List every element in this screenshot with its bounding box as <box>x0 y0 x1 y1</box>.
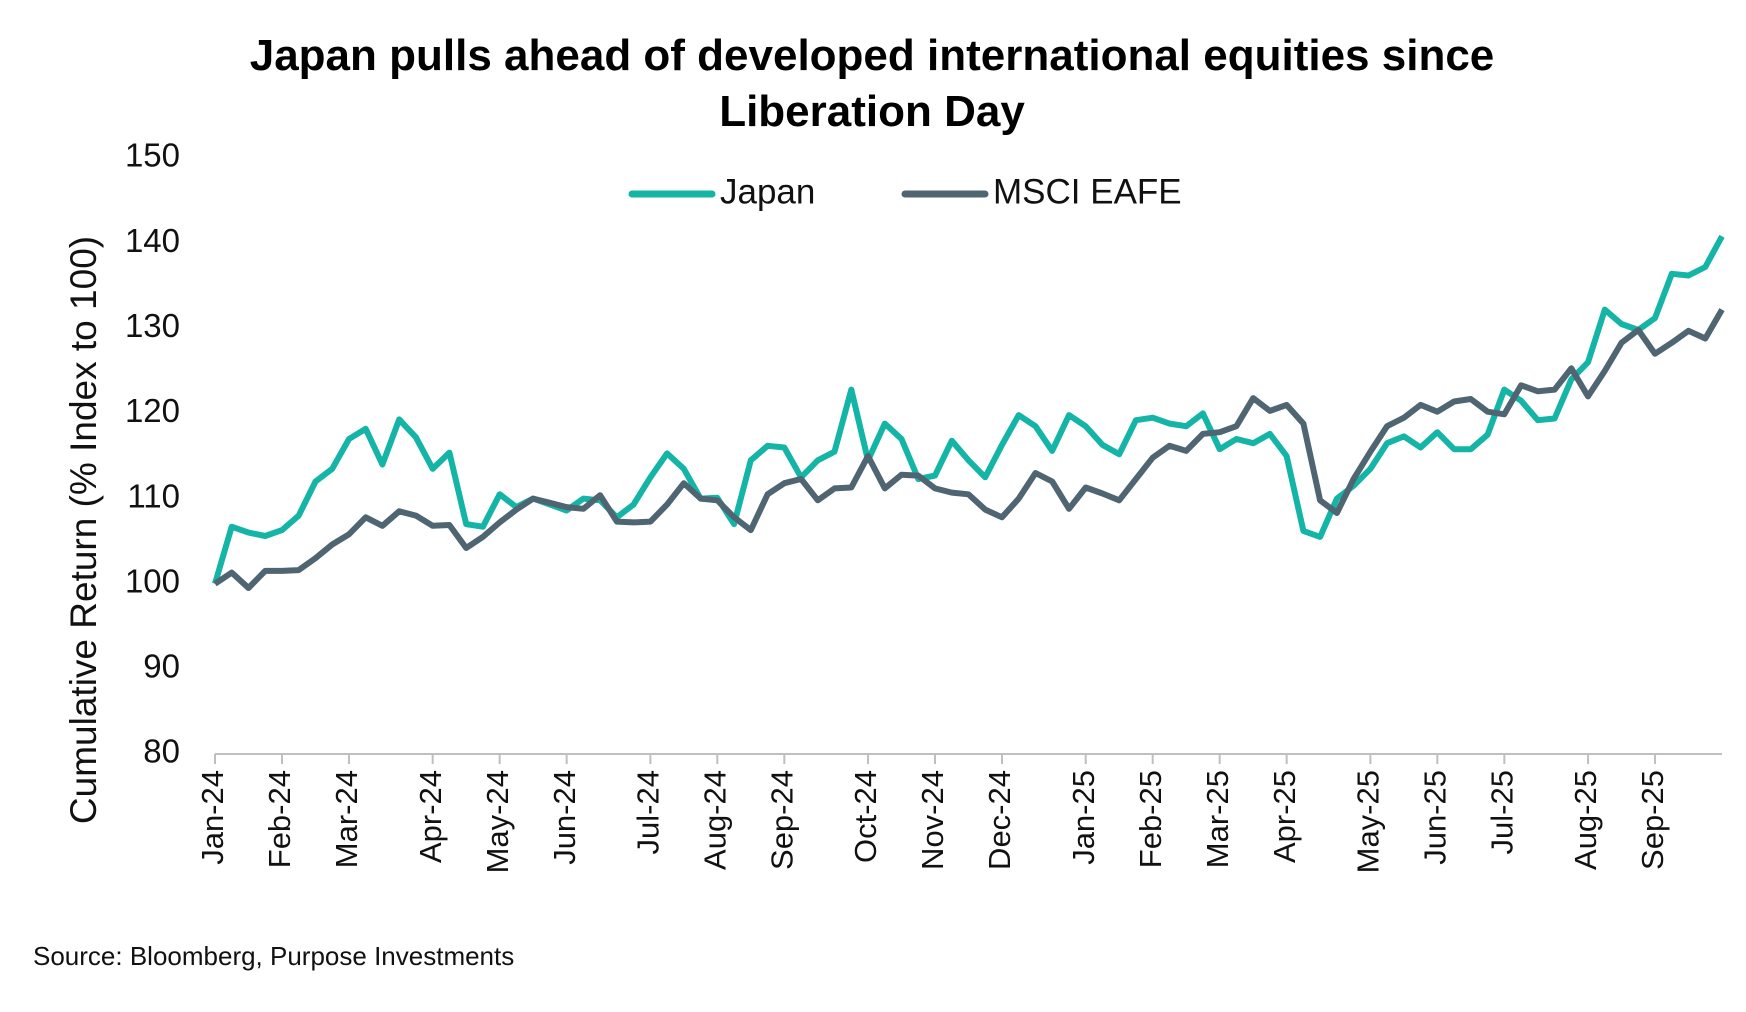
x-tick-label: Aug-24 <box>698 770 733 870</box>
x-tick-label: Jun-25 <box>1418 770 1453 865</box>
x-tick-label: Apr-24 <box>413 770 448 863</box>
x-tick-label: Feb-24 <box>262 770 297 868</box>
x-tick-label: May-25 <box>1351 770 1386 873</box>
x-tick-label: Apr-25 <box>1267 770 1302 863</box>
x-tick-label: Jul-25 <box>1485 770 1520 854</box>
legend-label: Japan <box>720 172 815 211</box>
x-tick-label: Mar-24 <box>329 770 364 868</box>
line <box>213 308 1725 591</box>
x-tick-label: May-24 <box>480 770 515 873</box>
chart-title: Japan pulls ahead of developed internati… <box>249 31 1495 136</box>
y-tick-label: 120 <box>125 392 180 429</box>
x-tick-label: Nov-24 <box>915 770 950 870</box>
y-tick-label: 150 <box>125 137 180 174</box>
y-tick-label: 130 <box>125 307 180 344</box>
x-tick-label: Oct-24 <box>848 770 883 863</box>
x-tick-label: Aug-25 <box>1568 770 1603 870</box>
y-tick-label: 80 <box>143 733 180 770</box>
x-tick-label: Feb-25 <box>1133 770 1168 868</box>
source: Source: Bloomberg, Purpose Investments <box>33 941 514 971</box>
x-tick-label: Dec-24 <box>982 770 1017 870</box>
x-tick-label: Sep-24 <box>764 770 799 870</box>
x-tick-label: Jul-24 <box>631 770 666 854</box>
line <box>212 234 1725 585</box>
y-axis-title: Cumulative Return (% Index to 100) <box>63 236 104 824</box>
x-tick-label: Jan-25 <box>1066 770 1101 865</box>
x-tick-label: Mar-25 <box>1200 770 1235 868</box>
x-tick-label: Jun-24 <box>547 770 582 865</box>
y-tick-label: 90 <box>143 648 180 685</box>
y-tick-label: 140 <box>125 222 180 259</box>
legend-label: MSCI EAFE <box>993 172 1182 211</box>
x-tick-label: Jan-24 <box>195 770 230 865</box>
x-tick-label: Sep-25 <box>1635 770 1670 870</box>
y-tick-label: 100 <box>125 562 180 599</box>
y-tick-label: 110 <box>127 477 180 514</box>
